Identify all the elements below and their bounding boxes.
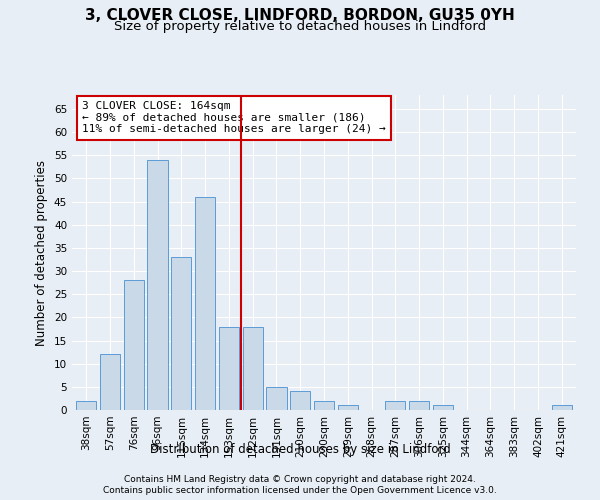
Text: Contains public sector information licensed under the Open Government Licence v3: Contains public sector information licen… [103,486,497,495]
Bar [409,400,429,410]
Bar [290,392,310,410]
Text: Contains HM Land Registry data © Crown copyright and database right 2024.: Contains HM Land Registry data © Crown c… [124,475,476,484]
Y-axis label: Number of detached properties: Number of detached properties [35,160,49,346]
Bar [433,406,453,410]
Bar [100,354,120,410]
Bar [242,326,263,410]
Bar [385,400,406,410]
Bar [148,160,167,410]
Bar [266,387,287,410]
Text: Distribution of detached houses by size in Lindford: Distribution of detached houses by size … [149,442,451,456]
Bar [551,406,572,410]
Text: Size of property relative to detached houses in Lindford: Size of property relative to detached ho… [114,20,486,33]
Bar [195,197,215,410]
Bar [314,400,334,410]
Bar [338,406,358,410]
Bar [124,280,144,410]
Bar [171,257,191,410]
Text: 3 CLOVER CLOSE: 164sqm
← 89% of detached houses are smaller (186)
11% of semi-de: 3 CLOVER CLOSE: 164sqm ← 89% of detached… [82,102,386,134]
Text: 3, CLOVER CLOSE, LINDFORD, BORDON, GU35 0YH: 3, CLOVER CLOSE, LINDFORD, BORDON, GU35 … [85,8,515,22]
Bar [76,400,97,410]
Bar [219,326,239,410]
